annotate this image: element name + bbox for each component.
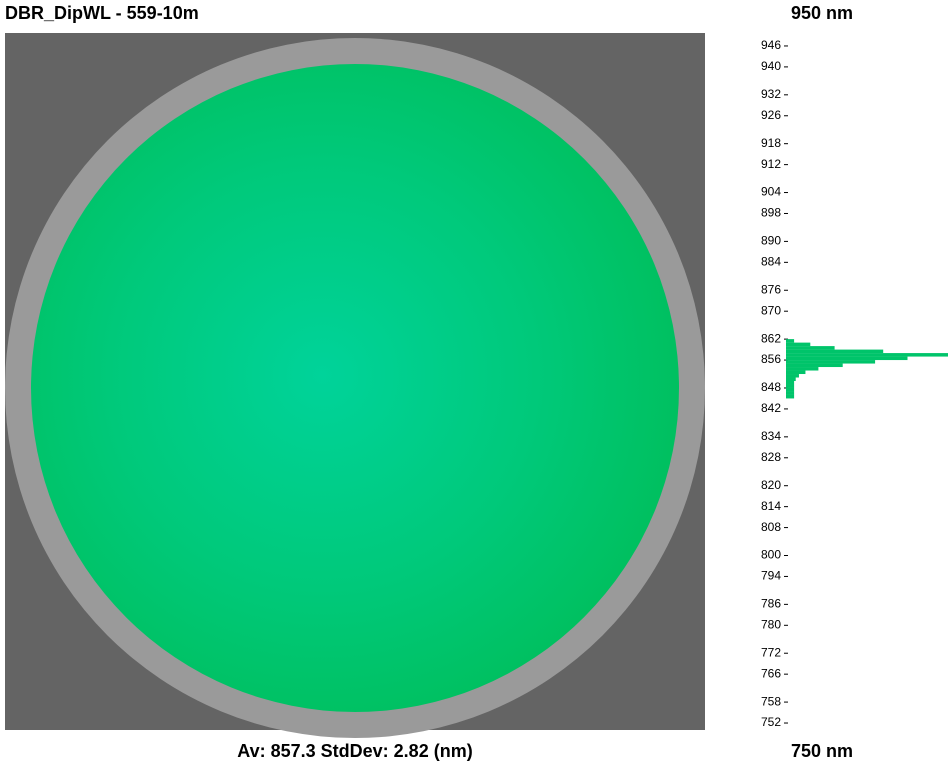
histogram-bar <box>786 381 795 385</box>
title: DBR_DipWL - 559-10m <box>5 3 199 23</box>
y-tick-label: 800 <box>761 548 781 562</box>
y-tick-label: 786 <box>761 597 781 611</box>
y-tick-label: 876 <box>761 282 781 296</box>
histogram-bar <box>786 374 799 378</box>
y-tick-label: 794 <box>761 569 781 583</box>
y-tick-label: 772 <box>761 645 781 659</box>
y-tick-label: 814 <box>761 499 781 513</box>
y-tick-label: 780 <box>761 617 781 631</box>
histogram-bar <box>786 377 796 381</box>
y-tick-label: 820 <box>761 478 781 492</box>
histogram-bar <box>786 367 819 371</box>
scale-top-label: 950 nm <box>791 3 853 23</box>
y-tick-label: 766 <box>761 666 781 680</box>
y-tick-label: 848 <box>761 380 781 394</box>
y-tick-label: 828 <box>761 450 781 464</box>
y-tick-label: 856 <box>761 352 781 366</box>
y-tick-label: 946 <box>761 38 781 52</box>
y-tick-label: 912 <box>761 157 781 171</box>
y-tick-label: 870 <box>761 303 781 317</box>
y-tick-label: 932 <box>761 87 781 101</box>
histogram-bar <box>786 394 795 399</box>
histogram: 946 940 932 926 918 912 904 898 890 884 876 870 862 8… <box>761 38 948 729</box>
histogram-bar <box>786 363 843 368</box>
y-tick-label: 918 <box>761 136 781 150</box>
histogram-bar <box>786 384 795 388</box>
y-tick-label: 758 <box>761 694 781 708</box>
histogram-bar <box>786 353 948 357</box>
histogram-bar <box>786 387 795 392</box>
histogram-bar <box>786 339 795 343</box>
y-tick-label: 842 <box>761 401 781 415</box>
y-tick-label: 862 <box>761 331 781 345</box>
wafer-map <box>31 64 679 712</box>
histogram-bar <box>786 346 835 350</box>
y-tick-label: 898 <box>761 206 781 220</box>
scale-bottom-label: 750 nm <box>791 741 853 761</box>
y-tick-label: 752 <box>761 715 781 729</box>
histogram-bar <box>786 349 884 354</box>
y-tick-label: 926 <box>761 108 781 122</box>
histogram-bar <box>786 391 795 395</box>
histogram-bar <box>786 356 908 361</box>
y-tick-label: 940 <box>761 59 781 73</box>
histogram-bar <box>786 370 806 375</box>
y-tick-label: 890 <box>761 234 781 248</box>
y-tick-label: 904 <box>761 185 781 199</box>
y-tick-label: 808 <box>761 520 781 534</box>
y-tick-label: 884 <box>761 255 781 269</box>
histogram-bar <box>786 360 876 364</box>
stats: Av: 857.3 StdDev: 2.82 (nm) <box>237 741 472 761</box>
y-tick-label: 834 <box>761 429 781 443</box>
histogram-bar <box>786 342 811 347</box>
